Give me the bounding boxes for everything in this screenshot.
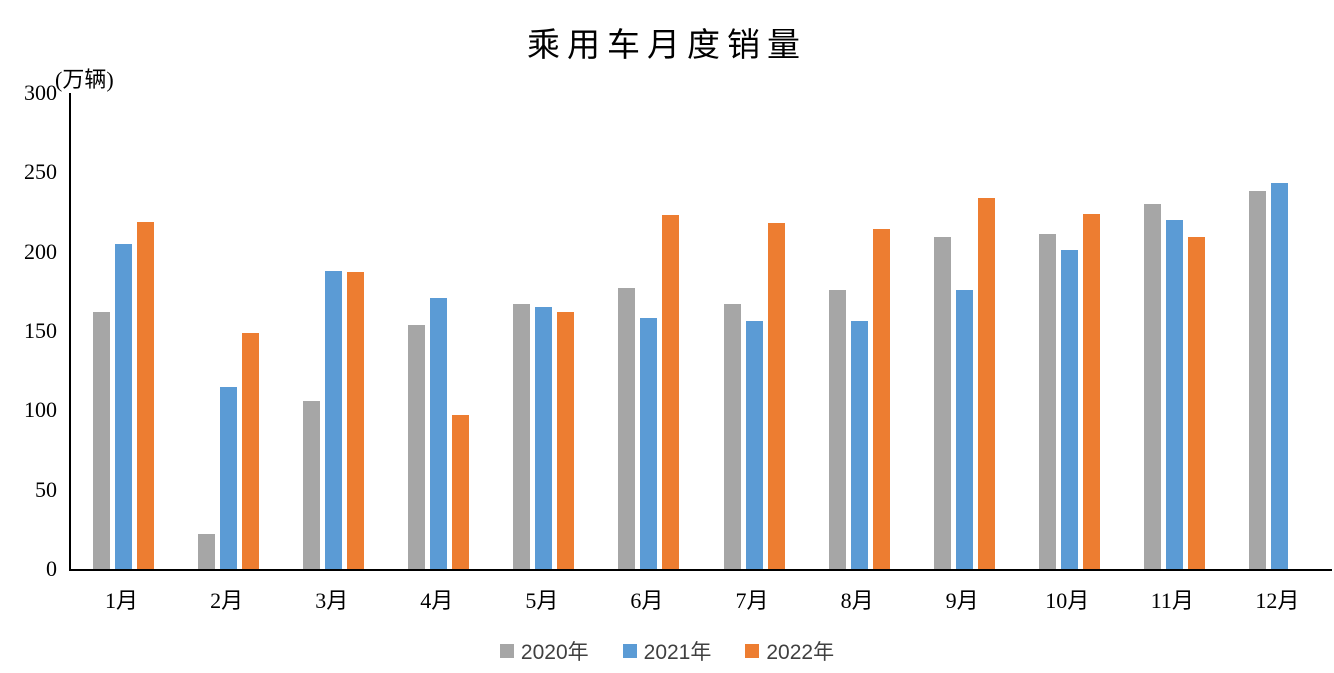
chart-title: 乘用车月度销量 [527,28,807,64]
bar-2020-m4 [408,325,426,569]
bar-2021-m6 [640,318,658,569]
x-tick-label-m1: 1月 [105,588,139,613]
bar-2022-m2 [242,333,260,569]
legend-item-2021: 2021年 [622,636,712,666]
x-tick-label-m12: 12月 [1255,588,1300,613]
bar-2020-m1 [93,312,111,569]
bar-group-m10 [1017,93,1122,569]
x-tick-label-m11: 11月 [1150,588,1194,613]
bar-2022-m3 [347,272,365,569]
x-tick-label-m8: 8月 [840,588,874,613]
bar-group-m2 [176,93,281,569]
bar-2020-m7 [723,304,741,569]
bar-2021-m1 [115,244,133,569]
bar-2020-m5 [513,304,531,569]
bar-2021-m8 [850,321,868,569]
legend-label: 2020年 [520,641,589,664]
x-tick-label-m9: 9月 [945,588,979,613]
bar-2020-m3 [303,401,321,569]
x-tick-label-m2: 2月 [210,588,244,613]
bar-group-m12 [1227,93,1332,569]
bar-2022-m6 [662,215,680,569]
bar-2020-m10 [1038,234,1056,569]
bar-2022-m1 [137,222,155,569]
y-tick-label: 50 [35,476,57,502]
y-tick-label: 150 [24,318,57,343]
bar-group-m8 [807,93,912,569]
bar-2022-m7 [767,223,785,569]
x-axis: 1月 2月 3月 4月 5月 6月 7月 8月 9月 10月 11月 12月 [69,583,1330,615]
bar-2021-m10 [1060,250,1078,569]
bar-2021-m9 [955,290,973,569]
bar-group-m4 [386,93,491,569]
y-tick-label: 250 [24,159,57,185]
bar-2022-m4 [452,415,470,569]
bar-2021-m2 [220,387,238,569]
bar-2022-m11 [1187,237,1205,569]
bar-group-m1 [71,93,176,569]
bar-2021-m5 [535,307,553,569]
bar-2021-m11 [1165,220,1183,569]
bar-2020-m8 [828,290,846,569]
legend-swatch-icon [499,644,514,658]
bar-group-m11 [1122,93,1227,569]
bar-2021-m4 [430,298,448,569]
bar-2021-m3 [325,271,343,569]
bar-group-m5 [491,93,596,569]
bar-2020-m12 [1248,191,1266,569]
x-tick-label-m7: 7月 [735,588,769,613]
legend-label: 2022年 [766,641,835,664]
bar-2022-m5 [557,312,575,569]
legend: 2020年 2021年 2022年 [0,636,1334,666]
bar-groups [71,93,1332,569]
x-tick-label-m3: 3月 [315,588,349,613]
bar-2020-m2 [198,534,216,569]
bar-2020-m9 [933,237,951,569]
legend-swatch-icon [745,644,760,658]
legend-item-2022: 2022年 [745,636,834,666]
legend-item-2020: 2020年 [499,636,589,666]
bar-group-m7 [701,93,806,569]
bar-group-m3 [281,93,386,569]
bar-2021-m7 [745,321,763,569]
x-tick-label-m5: 5月 [525,588,559,613]
bar-2022-m10 [1082,214,1100,569]
legend-label: 2021年 [643,641,712,664]
bar-2020-m6 [618,288,636,569]
x-tick-label-m10: 10月 [1045,588,1090,613]
y-tick-label: 100 [24,397,57,423]
legend-swatch-icon [622,644,637,658]
plot-area [69,93,1332,571]
y-tick-label: 300 [24,80,57,105]
y-tick-label: 0 [46,556,57,581]
bar-2022-m9 [977,198,995,569]
x-tick-label-m4: 4月 [420,588,454,613]
bar-2020-m11 [1143,204,1161,569]
x-tick-label-m6: 6月 [630,588,664,613]
bar-group-m6 [596,93,701,569]
bar-2021-m12 [1270,183,1288,569]
bar-2022-m8 [872,229,890,569]
y-axis-unit-label: (万辆) [55,67,114,92]
bar-group-m9 [912,93,1017,569]
y-tick-label: 200 [24,238,57,264]
